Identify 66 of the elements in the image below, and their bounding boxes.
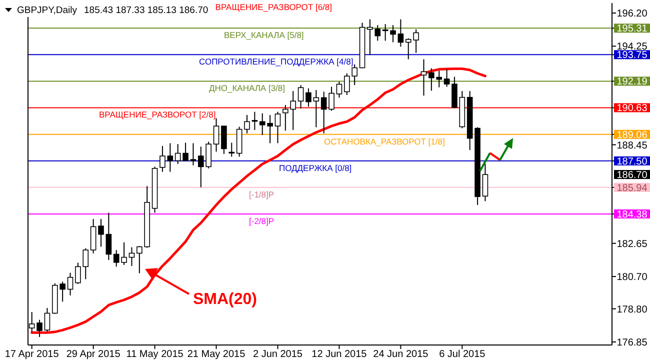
y-tick-label: 180.70 bbox=[616, 272, 648, 283]
candlestick bbox=[67, 272, 74, 296]
y-tick-label: 178.80 bbox=[616, 304, 648, 316]
candlestick bbox=[213, 118, 220, 152]
candlestick bbox=[274, 111, 281, 144]
chart-subtitle: 185.43 187.33 185.13 186.70 bbox=[84, 5, 208, 16]
candlestick bbox=[482, 163, 488, 202]
candlestick bbox=[252, 111, 258, 130]
x-tick-label: 24 Jun 2015 bbox=[373, 349, 429, 360]
ref-line-label: [-2/8]P bbox=[249, 216, 274, 226]
candlestick bbox=[44, 307, 50, 332]
candlestick bbox=[221, 126, 227, 154]
x-tick-label: 21 May 2015 bbox=[187, 349, 246, 360]
y-tick-label: 189.06 bbox=[616, 130, 648, 141]
x-tick-label: 17 Apr 2015 bbox=[4, 349, 60, 360]
candlestick bbox=[90, 218, 96, 254]
candlestick bbox=[298, 84, 304, 109]
y-tick-label: 187.50 bbox=[616, 156, 648, 168]
x-tick-label: 2 Jun 2015 bbox=[252, 349, 303, 360]
candlestick bbox=[328, 86, 334, 112]
candlestick bbox=[160, 145, 166, 172]
candlestick bbox=[190, 142, 196, 166]
ref-line-label: ОСТАНОВКА_РАЗВОРОТ [1/8] bbox=[324, 136, 445, 146]
y-tick-label: 193.75 bbox=[616, 50, 648, 62]
candlestick bbox=[420, 58, 427, 96]
x-tick-label: 6 Jul 2015 bbox=[439, 349, 486, 360]
candlestick bbox=[228, 142, 235, 158]
candlestick bbox=[98, 218, 104, 248]
x-tick-label: 12 Jun 2015 bbox=[312, 349, 368, 360]
candlestick bbox=[313, 90, 320, 128]
y-tick-label: 184.38 bbox=[616, 209, 648, 220]
candlestick bbox=[452, 76, 458, 109]
y-tick-label: 176.85 bbox=[616, 337, 648, 348]
ref-line-label: ПОДДЕРЖКА [0/8] bbox=[279, 162, 352, 173]
candlestick bbox=[444, 68, 450, 88]
text: SMA(20) bbox=[193, 291, 258, 308]
ref-line-label: ВРАЩЕНИЕ_РАЗВОРОТ [2/8] bbox=[99, 110, 216, 120]
y-tick-label: 190.63 bbox=[616, 103, 648, 114]
ref-line-label: ДНО_КАНАЛА [3/8] bbox=[209, 83, 285, 94]
candlestick bbox=[336, 81, 342, 98]
chart-title: GBPJPY,Daily bbox=[17, 5, 78, 16]
candlestick bbox=[182, 142, 188, 162]
candlestick bbox=[174, 144, 181, 164]
ref-line-label: ВЕРХ_КАНАЛА [5/8] bbox=[224, 30, 304, 40]
candlestick bbox=[167, 142, 174, 172]
ref-line-label: СОПРОТИВЛЕНИЕ_ПОДДЕРЖКА [4/8] bbox=[199, 56, 354, 67]
ref-line-label: [-1/8]P bbox=[249, 189, 274, 200]
candlestick bbox=[306, 88, 312, 108]
candlestick bbox=[390, 24, 396, 43]
y-tick-label: 192.19 bbox=[616, 76, 648, 88]
candlestick bbox=[236, 126, 242, 158]
x-tick-label: 11 May 2015 bbox=[126, 349, 184, 360]
candlestick bbox=[244, 114, 250, 134]
candlestick bbox=[36, 319, 42, 338]
annotation: ВРАЩЕНИЕ_РАЗВОРОТ [6/8] bbox=[215, 2, 332, 12]
candlestick bbox=[382, 24, 388, 42]
x-tick-label: 29 Apr 2015 bbox=[66, 349, 121, 360]
candlestick bbox=[398, 18, 404, 48]
y-tick-label: 185.94 bbox=[616, 182, 648, 194]
y-tick-label: 195.31 bbox=[616, 24, 648, 35]
text: 186.70 bbox=[616, 170, 648, 182]
y-tick-label: 196.20 bbox=[616, 8, 648, 20]
candlestick bbox=[320, 91, 327, 134]
y-tick-label: 182.65 bbox=[616, 238, 648, 250]
candlestick bbox=[106, 212, 112, 261]
y-tick-label: 188.45 bbox=[616, 140, 648, 152]
